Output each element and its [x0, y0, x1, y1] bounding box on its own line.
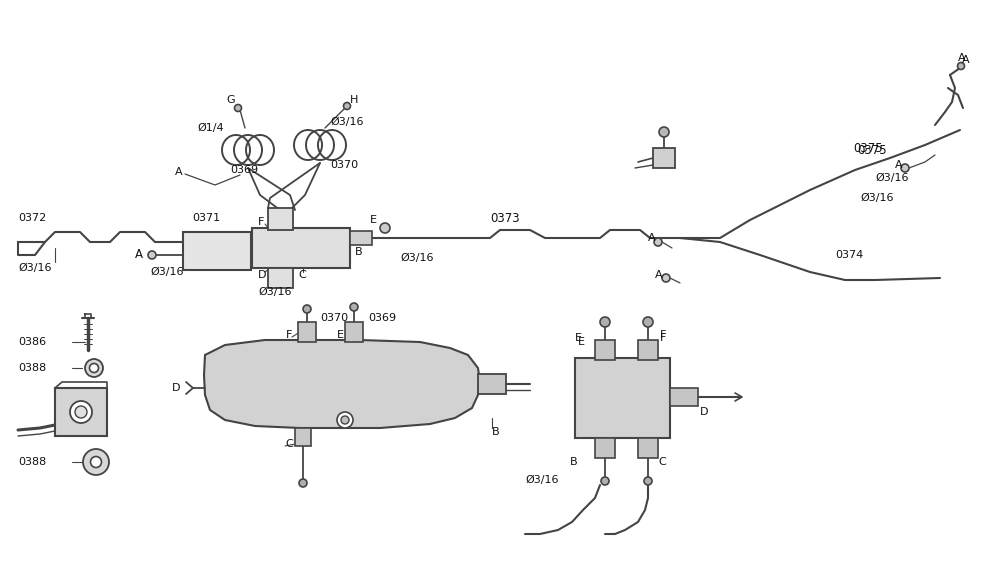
Circle shape	[901, 164, 909, 172]
Circle shape	[958, 62, 964, 70]
Circle shape	[148, 251, 156, 259]
Text: 0374: 0374	[835, 250, 863, 260]
Bar	[252, 228, 350, 268]
Text: 0372: 0372	[18, 213, 46, 223]
Text: 0388: 0388	[18, 457, 46, 467]
Text: Ø3/16: Ø3/16	[875, 173, 908, 183]
Text: E: E	[370, 215, 377, 225]
Text: 0388: 0388	[18, 363, 46, 373]
Text: F: F	[660, 330, 666, 340]
Circle shape	[662, 274, 670, 282]
Text: C: C	[285, 439, 293, 449]
Text: E: E	[578, 337, 585, 347]
Text: 0373: 0373	[490, 212, 520, 224]
Text: 0375: 0375	[857, 144, 887, 157]
Text: E: E	[337, 330, 344, 340]
Circle shape	[643, 317, 653, 327]
Text: Ø1/4: Ø1/4	[197, 123, 224, 133]
Text: A: A	[962, 55, 970, 65]
Polygon shape	[204, 340, 480, 428]
Text: A: A	[175, 167, 183, 177]
Circle shape	[350, 303, 358, 311]
Text: D: D	[172, 383, 180, 393]
Text: Ø3/16: Ø3/16	[330, 117, 364, 127]
Circle shape	[299, 479, 307, 487]
Text: 0369: 0369	[368, 313, 396, 323]
Text: Ø3/16: Ø3/16	[258, 287, 292, 297]
Circle shape	[70, 401, 92, 423]
Circle shape	[75, 406, 87, 418]
Text: 0371: 0371	[192, 213, 220, 223]
Bar	[350, 231, 372, 245]
Bar	[183, 232, 251, 270]
Text: Ø3/16: Ø3/16	[18, 263, 52, 273]
Bar	[268, 208, 293, 230]
Text: 0386: 0386	[18, 337, 46, 347]
Circle shape	[644, 477, 652, 485]
Circle shape	[654, 238, 662, 246]
Text: B: B	[355, 247, 363, 257]
Text: Ø3/16: Ø3/16	[400, 253, 434, 263]
Text: G: G	[226, 95, 235, 105]
Circle shape	[90, 456, 102, 467]
Text: 0370: 0370	[320, 313, 348, 323]
Circle shape	[344, 102, 351, 109]
Bar	[595, 438, 615, 458]
Text: A: A	[895, 160, 903, 170]
Bar	[653, 148, 675, 168]
Circle shape	[83, 449, 109, 475]
Bar	[345, 322, 363, 342]
Circle shape	[659, 127, 669, 137]
Bar	[478, 374, 506, 394]
Text: D: D	[700, 407, 708, 417]
Circle shape	[90, 363, 98, 372]
Text: 0375: 0375	[853, 141, 883, 154]
Bar	[268, 268, 293, 288]
Circle shape	[600, 317, 610, 327]
Text: F: F	[258, 217, 264, 227]
Text: 0369: 0369	[230, 165, 258, 175]
Circle shape	[380, 223, 390, 233]
Text: F: F	[660, 333, 666, 343]
Text: 0370: 0370	[330, 160, 358, 170]
Bar	[638, 438, 658, 458]
Text: D: D	[258, 270, 266, 280]
Bar	[638, 340, 658, 360]
Circle shape	[601, 477, 609, 485]
Bar	[295, 428, 311, 446]
Circle shape	[85, 359, 103, 377]
Text: A: A	[135, 248, 143, 261]
Text: E: E	[575, 333, 582, 343]
Text: H: H	[350, 95, 358, 105]
Circle shape	[234, 105, 242, 112]
Bar	[575, 358, 670, 438]
Text: Ø3/16: Ø3/16	[150, 267, 184, 277]
Circle shape	[337, 412, 353, 428]
Bar	[670, 388, 698, 406]
Text: F: F	[286, 330, 292, 340]
Circle shape	[341, 416, 349, 424]
Bar	[55, 388, 107, 436]
Circle shape	[303, 305, 311, 313]
Text: Ø3/16: Ø3/16	[525, 475, 558, 485]
Text: A: A	[958, 53, 966, 63]
Bar	[595, 340, 615, 360]
Text: B: B	[492, 427, 500, 437]
Text: C: C	[298, 270, 306, 280]
Text: A: A	[655, 270, 663, 280]
Text: C: C	[658, 457, 666, 467]
Text: B: B	[570, 457, 578, 467]
Text: A: A	[648, 233, 656, 243]
Text: Ø3/16: Ø3/16	[860, 193, 894, 203]
Bar	[298, 322, 316, 342]
